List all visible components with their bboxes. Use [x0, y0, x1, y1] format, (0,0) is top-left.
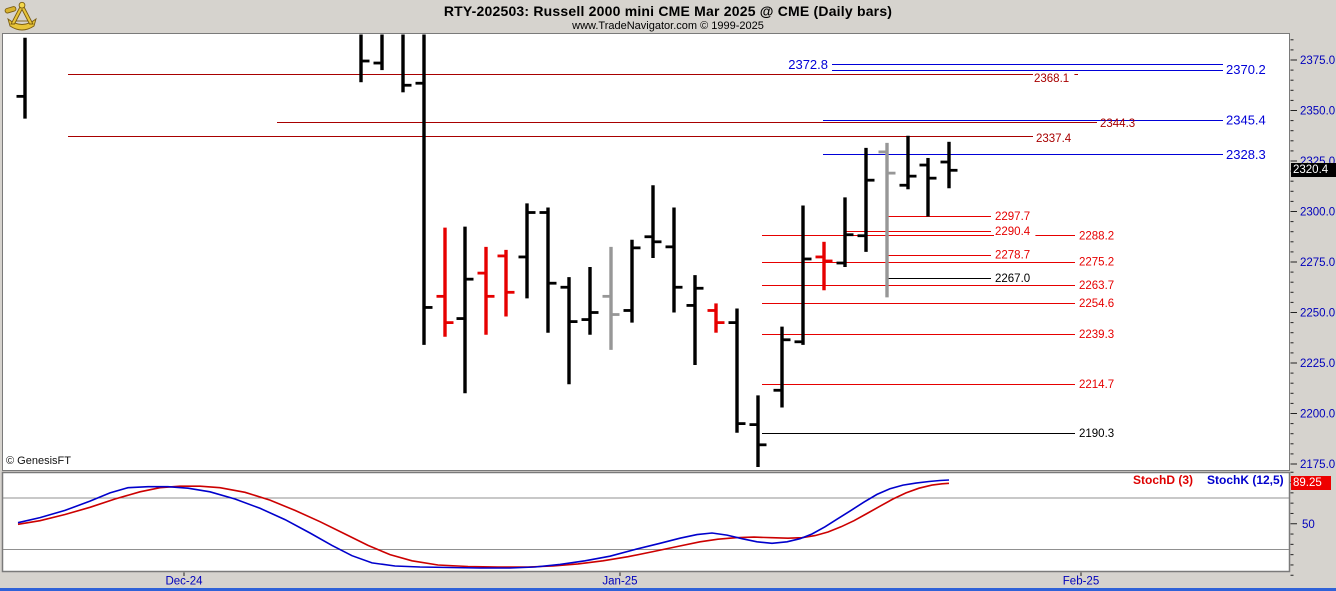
genesisft-credit: © GenesisFT [6, 455, 71, 467]
price-level-label: 2344.3 [1100, 118, 1135, 130]
price-axis-label: 2225.0 [1300, 358, 1335, 370]
ohlc-bar [401, 34, 412, 93]
ohlc-bar [665, 207, 683, 313]
ohlc-bar [497, 249, 515, 317]
ohlc-bar [836, 197, 854, 268]
price-axis-label: 2375.0 [1300, 55, 1335, 67]
price-level-label: 2214.7 [1079, 379, 1114, 391]
label-bg [1035, 131, 1077, 144]
ohlc-bar [815, 241, 833, 291]
ohlc-bar [436, 227, 454, 337]
price-level-label: 2278.7 [995, 250, 1030, 262]
price-level-label: 2370.2 [1226, 62, 1266, 77]
label-bg [994, 224, 1036, 237]
ohlc-bar [415, 34, 433, 345]
price-level-label: 2345.4 [1226, 112, 1266, 127]
price-level-label: 2337.4 [1036, 133, 1072, 145]
ohlc-bar [623, 239, 641, 323]
ohlc-bar [560, 277, 578, 385]
ohlc-bar [686, 275, 704, 366]
price-level-label: 2239.3 [1079, 329, 1114, 341]
last-price-badge: 2320.4 [1291, 163, 1336, 177]
price-level-label: 2368.1 [1034, 73, 1069, 85]
price-level-label: 2190.3 [1079, 428, 1114, 440]
price-bars [16, 34, 958, 468]
date-label: Dec-24 [165, 576, 203, 588]
stoch-pane[interactable] [1, 471, 1291, 573]
price-level-lines [68, 64, 1223, 434]
price-pane[interactable] [2, 33, 1290, 471]
label-bg [1078, 328, 1120, 341]
stoch-gridlines [3, 497, 1289, 550]
price-level-label: 2288.2 [1079, 230, 1114, 242]
ohlc-bar [16, 37, 27, 119]
ohlc-bar [477, 246, 495, 335]
ohlc-bar [602, 246, 620, 350]
ohlc-bar [456, 226, 474, 394]
price-level-labels: 2372.8 2370.2 2368.1 2345.4 2344.3 2337.4 2328… [780, 57, 1273, 440]
price-level-label: 2275.2 [1079, 257, 1114, 269]
ohlc-bar [899, 135, 917, 190]
label-bg [1078, 255, 1120, 268]
label-bg [994, 248, 1036, 261]
ohlc-bar [878, 142, 896, 298]
price-axis-label: 2200.0 [1300, 409, 1335, 421]
ohlc-bar [707, 303, 725, 333]
ohlc-bar [539, 207, 557, 333]
ohlc-bar [359, 34, 370, 83]
ohlc-bar [773, 326, 791, 408]
label-bg [1033, 71, 1075, 84]
label-bg [1078, 297, 1120, 310]
price-level-label: 2372.8 [788, 57, 828, 72]
price-axis-label: 2275.0 [1300, 257, 1335, 269]
price-level-label: 2328.3 [1226, 147, 1266, 162]
stochd-line [17, 482, 950, 568]
label-bg [1078, 278, 1120, 291]
ohlc-bar [581, 267, 599, 335]
label-bg [994, 272, 1036, 285]
ohlc-bar [373, 34, 384, 71]
price-axis-label: 2350.0 [1300, 106, 1335, 118]
price-level-label: 2254.6 [1079, 298, 1114, 310]
date-axis[interactable]: Dec-24 Jan-25 Feb-25 [165, 572, 1099, 588]
ohlc-bar [794, 205, 812, 345]
stoch-axis-label: 50 [1302, 519, 1315, 531]
price-axis-label: 2300.0 [1300, 207, 1335, 219]
label-bg [1225, 147, 1273, 162]
ohlc-bar [857, 147, 875, 252]
legend-stochd[interactable]: StochD (3) [1133, 473, 1193, 487]
price-axis-label: 2175.0 [1300, 459, 1335, 471]
chart-title: RTY-202503: Russell 2000 mini CME Mar 20… [443, 3, 893, 19]
ohlc-bar [749, 395, 767, 468]
price-level-label: 2290.4 [995, 226, 1031, 238]
stoch-value-badge: 89.25 [1291, 476, 1331, 490]
label-bg [1225, 62, 1273, 77]
stochk-line [17, 479, 950, 569]
price-axis-label: 2250.0 [1300, 308, 1335, 320]
ohlc-bar [940, 141, 958, 189]
date-label: Feb-25 [1063, 576, 1099, 588]
price-axis[interactable]: 2175.02200.02225.02250.02275.02300.02325… [1290, 39, 1336, 471]
legend-stochk[interactable]: StochK (12,5) [1207, 473, 1284, 487]
price-level-label: 2267.0 [995, 273, 1030, 285]
label-bg [1078, 377, 1120, 390]
chart-watermark: www.TradeNavigator.com © 1999-2025 [572, 20, 764, 32]
ohlc-bar [919, 157, 937, 217]
ohlc-bar [644, 185, 662, 258]
label-bg [1225, 112, 1273, 127]
label-bg [994, 210, 1036, 223]
price-level-label: 2297.7 [995, 211, 1030, 223]
ohlc-bar [518, 203, 536, 299]
price-level-label: 2263.7 [1079, 280, 1114, 292]
date-label: Jan-25 [602, 576, 637, 588]
label-bg [780, 57, 828, 72]
label-bg [1078, 427, 1120, 440]
label-bg [1078, 229, 1120, 242]
chart-header: RTY-202503: Russell 2000 mini CME Mar 20… [0, 0, 1336, 33]
ohlc-bar [728, 308, 746, 433]
tradenavigator-logo-icon [4, 1, 37, 31]
window-bottom-edge [0, 588, 1336, 591]
